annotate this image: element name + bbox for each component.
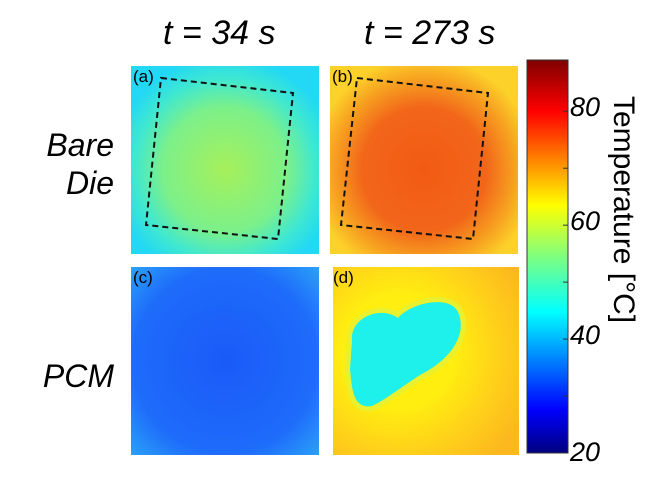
- die-outline-b: [339, 76, 490, 241]
- panel-d: [333, 267, 519, 455]
- thermal-image-c: [131, 267, 319, 455]
- pcm-cool-region: [350, 302, 461, 407]
- colorbar: [526, 59, 569, 454]
- colorbar-label: Temperature [°C]: [607, 96, 640, 324]
- column-title-273s: t = 273 s: [364, 14, 496, 52]
- panel-a: [131, 66, 319, 254]
- panel-label-c: (c): [133, 268, 153, 287]
- colorbar-tick-80: 80: [570, 92, 601, 122]
- die-outline-a: [144, 76, 295, 241]
- colorbar-gradient: [526, 59, 569, 454]
- row-label-pcm: PCM: [42, 358, 114, 394]
- panel-b: [330, 66, 518, 254]
- colorbar-tick-20: 20: [570, 437, 601, 467]
- panel-label-b: (b): [332, 67, 353, 86]
- thermal-image-b: [330, 66, 518, 254]
- panel-c: [131, 267, 319, 455]
- colorbar-tick-60: 60: [570, 206, 601, 236]
- row-label-die: Die: [65, 165, 114, 201]
- panel-label-d: (d): [333, 268, 354, 287]
- row-label-bare: Bare: [46, 127, 114, 163]
- panel-label-a: (a): [133, 67, 154, 86]
- column-title-34s: t = 34 s: [163, 14, 276, 52]
- row-label-bare-die: Bare Die: [10, 126, 114, 202]
- colorbar-tick-40: 40: [570, 320, 601, 350]
- thermal-image-a: [131, 66, 319, 254]
